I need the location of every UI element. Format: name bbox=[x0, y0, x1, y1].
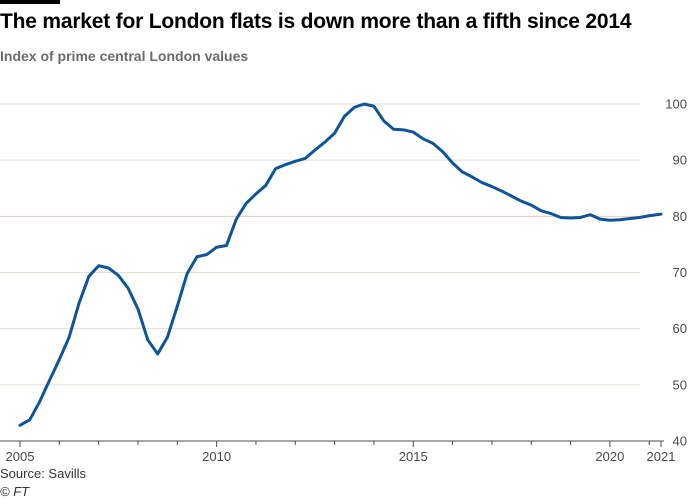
copyright-credit: © FT bbox=[0, 484, 30, 499]
gridlines bbox=[0, 103, 640, 386]
axes: 40 50 60 70 80 90 100 2005 2010 2015 2020 2021 bbox=[0, 97, 687, 464]
y-tick-label: 70 bbox=[673, 265, 687, 280]
series-line-0 bbox=[18, 102, 663, 427]
y-tick-label: 60 bbox=[673, 321, 687, 336]
source-note: Source: Savills bbox=[0, 466, 86, 481]
y-tick-label: 40 bbox=[673, 434, 687, 449]
x-tick-label: 2005 bbox=[6, 449, 35, 464]
y-tick-label: 100 bbox=[665, 97, 687, 112]
x-tick-label: 2010 bbox=[202, 449, 231, 464]
y-tick-label: 90 bbox=[673, 153, 687, 168]
y-tick-label: 50 bbox=[673, 377, 687, 392]
y-tick-label: 80 bbox=[673, 209, 687, 224]
top-accent-bar bbox=[0, 0, 60, 4]
chart-subtitle: Index of prime central London values bbox=[0, 48, 249, 64]
x-tick-label: 2015 bbox=[399, 449, 428, 464]
chart-title: The market for London flats is down more… bbox=[0, 10, 632, 33]
x-tick-label: 2020 bbox=[595, 449, 624, 464]
series-lines bbox=[18, 102, 663, 427]
x-tick-label: 2021 bbox=[647, 449, 676, 464]
